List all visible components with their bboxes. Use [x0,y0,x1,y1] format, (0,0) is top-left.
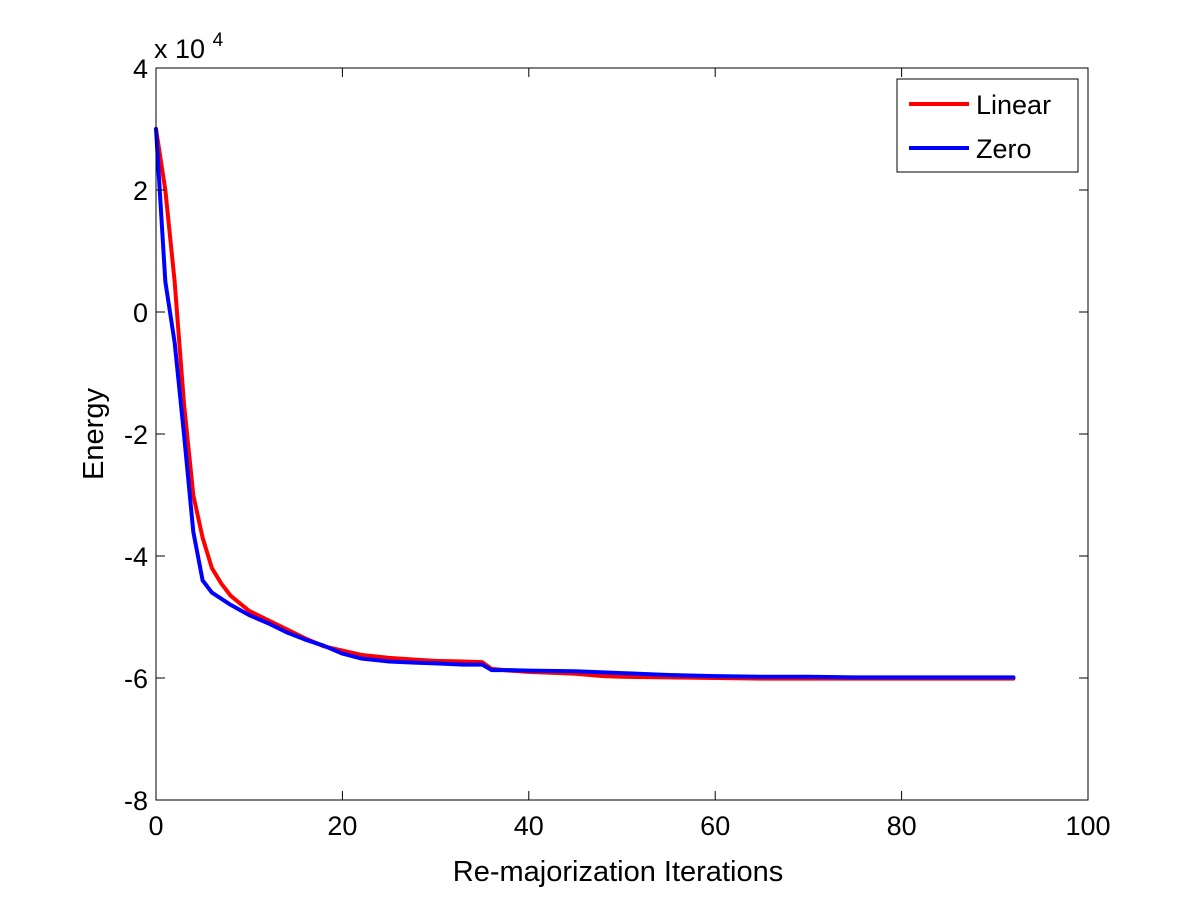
y-tick-label: -2 [124,420,148,450]
legend-label-linear: Linear [976,90,1051,120]
x-tick-label: 40 [514,811,544,841]
y-tick-label: -4 [124,542,148,572]
legend-box [896,78,1079,173]
y-axis-label: Energy [78,388,110,480]
plot-background [156,68,1088,800]
series-layer [154,127,1016,681]
x-tick-label: 80 [887,811,917,841]
y-tick-label: -6 [124,664,148,694]
legend-label-zero: Zero [976,134,1032,164]
x-tick-label: 100 [1065,811,1110,841]
x-tick-label: 60 [700,811,730,841]
x-tick-label: 0 [148,811,163,841]
y-tick-label: 0 [133,298,148,328]
series-line-zero [154,127,1016,680]
x-axis-label: Re-majorization Iterations [453,856,783,888]
y-multiplier-label: x 10 4 [154,30,224,64]
y-tick-label: -8 [124,786,148,816]
y-tick-label: 4 [133,54,148,84]
legend: Linear Zero [896,78,1079,173]
ticks-layer: 0 20 40 60 80 100 -8 -6 -4 -2 0 2 4 [124,54,1111,841]
y-tick-label: 2 [133,176,148,206]
x-tick-label: 20 [327,811,357,841]
